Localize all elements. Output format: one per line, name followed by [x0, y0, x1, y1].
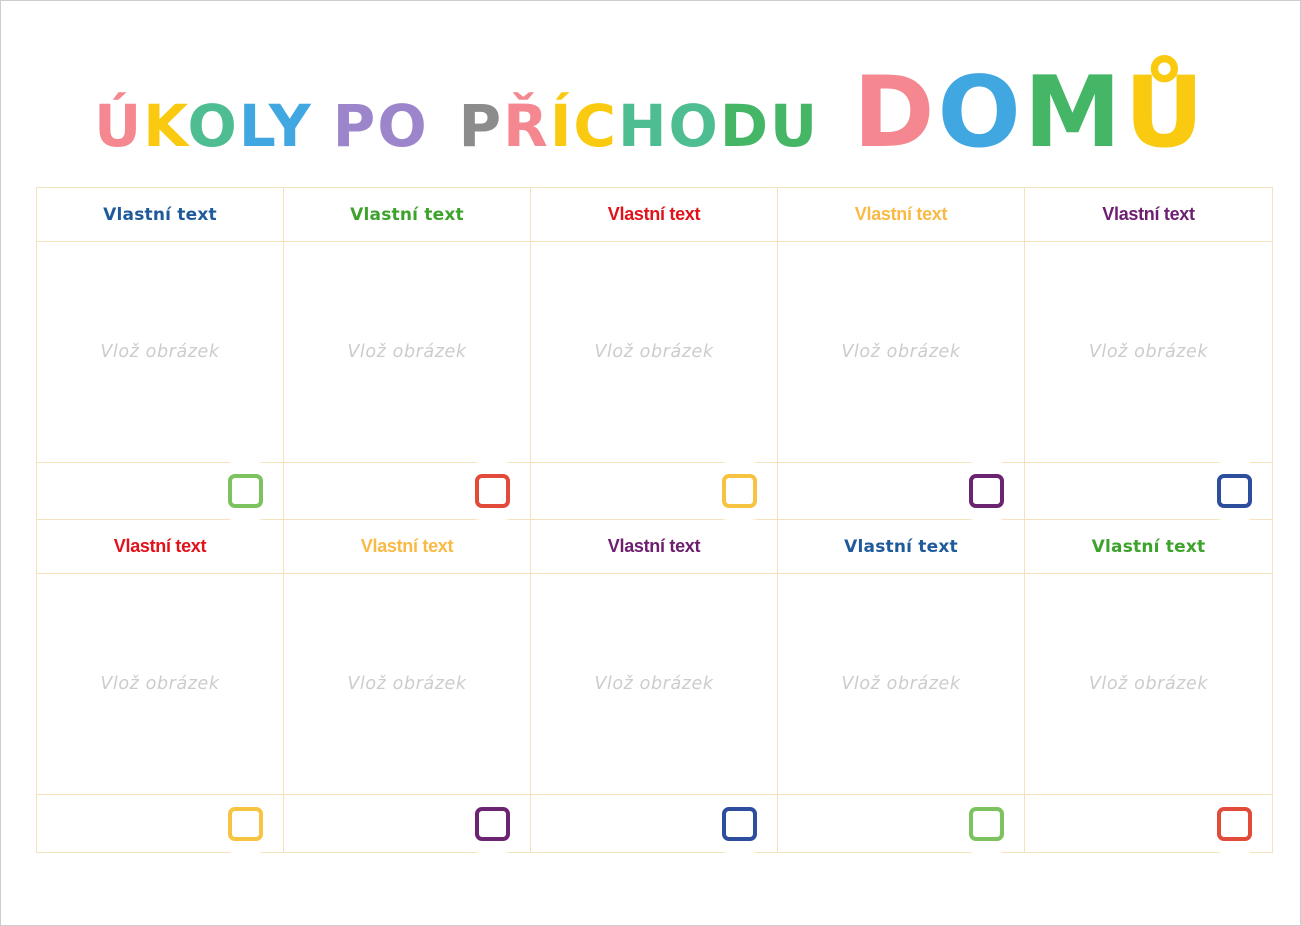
image-placeholder-text: Vlož obrázek: [841, 342, 961, 362]
checkbox[interactable]: [228, 806, 263, 841]
cell-title-text[interactable]: Vlastní text: [113, 536, 207, 556]
cell-header: Vlastní text: [284, 188, 530, 242]
cell-header: Vlastní text: [778, 520, 1024, 574]
task-cell: Vlastní text Vlož obrázek: [37, 520, 284, 852]
task-cell: Vlastní text Vlož obrázek: [1025, 520, 1272, 852]
title-letter: O: [377, 92, 429, 160]
checkbox[interactable]: [722, 806, 757, 841]
cell-header: Vlastní text: [531, 520, 777, 574]
checkbox[interactable]: [1217, 474, 1252, 508]
task-cell: Vlastní text Vlož obrázek: [284, 188, 531, 520]
task-cell: Vlastní text Vlož obrázek: [284, 520, 531, 852]
cell-title-text[interactable]: Vlastní text: [607, 536, 701, 556]
image-placeholder[interactable]: Vlož obrázek: [778, 242, 1024, 463]
image-placeholder-text: Vlož obrázek: [100, 674, 220, 694]
title-letter: U: [770, 92, 820, 160]
checkbox[interactable]: [228, 474, 263, 508]
image-placeholder-text: Vlož obrázek: [347, 342, 467, 362]
image-placeholder[interactable]: Vlož obrázek: [778, 574, 1024, 795]
cell-header: Vlastní text: [284, 520, 530, 574]
title-letter: Y: [268, 92, 313, 160]
page-title: ÚKOLY PO PŘÍCHODU DOMŮ: [1, 56, 1300, 204]
title-letter: Ú: [94, 92, 144, 160]
checkbox-strip: [1025, 795, 1272, 852]
task-cell: Vlastní text Vlož obrázek: [1025, 188, 1272, 520]
checkbox[interactable]: [475, 806, 510, 841]
title-letter: O: [187, 92, 239, 160]
checkbox-strip: [531, 795, 777, 852]
title-letter: H: [617, 92, 669, 160]
task-cell: Vlastní text Vlož obrázek: [778, 188, 1025, 520]
cell-title-text[interactable]: Vlastní text: [844, 536, 958, 557]
checkbox-strip: [1025, 463, 1272, 520]
checkbox-strip: [778, 463, 1024, 520]
title-letter: O: [937, 56, 1024, 170]
cell-title-text[interactable]: Vlastní text: [360, 536, 454, 556]
cell-title-text[interactable]: Vlastní text: [1091, 536, 1206, 557]
cell-title-text[interactable]: Vlastní text: [103, 204, 217, 225]
title-letter: L: [238, 92, 269, 160]
image-placeholder-text: Vlož obrázek: [594, 342, 714, 362]
checkbox[interactable]: [475, 474, 510, 508]
title-letter: P: [458, 92, 504, 160]
image-placeholder[interactable]: Vlož obrázek: [1025, 574, 1272, 795]
cell-header: Vlastní text: [778, 188, 1024, 242]
task-cell: Vlastní text Vlož obrázek: [37, 188, 284, 520]
task-cell: Vlastní text Vlož obrázek: [531, 520, 778, 852]
title-letter: C: [573, 92, 618, 160]
task-cell: Vlastní text Vlož obrázek: [531, 188, 778, 520]
title-letter: P: [332, 92, 378, 160]
image-placeholder-text: Vlož obrázek: [594, 674, 714, 694]
checkbox[interactable]: [722, 474, 757, 508]
title-letter: Ř: [503, 92, 550, 160]
image-placeholder[interactable]: Vlož obrázek: [284, 242, 530, 463]
checkbox[interactable]: [969, 806, 1004, 841]
checkbox[interactable]: [969, 474, 1004, 508]
checkbox-strip: [37, 795, 283, 852]
image-placeholder[interactable]: Vlož obrázek: [531, 574, 777, 795]
checkbox-strip: [284, 463, 530, 520]
cell-header: Vlastní text: [37, 188, 283, 242]
cell-title-text[interactable]: Vlastní text: [854, 204, 948, 224]
cell-header: Vlastní text: [37, 520, 283, 574]
image-placeholder[interactable]: Vlož obrázek: [531, 242, 777, 463]
checkbox-strip: [531, 463, 777, 520]
title-letter: D: [853, 56, 938, 170]
task-cell: Vlastní text Vlož obrázek: [778, 520, 1025, 852]
cell-header: Vlastní text: [1025, 520, 1272, 574]
cell-title-text[interactable]: Vlastní text: [350, 204, 464, 225]
checkbox-strip: [284, 795, 530, 852]
image-placeholder[interactable]: Vlož obrázek: [37, 574, 283, 795]
title-letter: D: [719, 92, 770, 160]
image-placeholder-text: Vlož obrázek: [100, 342, 220, 362]
checkbox[interactable]: [1217, 806, 1252, 841]
cell-header: Vlastní text: [531, 188, 777, 242]
cell-title-text[interactable]: Vlastní text: [607, 204, 701, 224]
checkbox-strip: [37, 463, 283, 520]
image-placeholder[interactable]: Vlož obrázek: [284, 574, 530, 795]
title-letter: O: [668, 92, 720, 160]
image-placeholder-text: Vlož obrázek: [841, 674, 961, 694]
title-letter: M: [1023, 56, 1125, 170]
cell-title-text[interactable]: Vlastní text: [1102, 204, 1195, 224]
image-placeholder-text: Vlož obrázek: [1088, 674, 1209, 694]
cell-header: Vlastní text: [1025, 188, 1272, 242]
title-letter: Í: [549, 92, 574, 160]
image-placeholder[interactable]: Vlož obrázek: [1025, 242, 1272, 463]
image-placeholder-text: Vlož obrázek: [1088, 342, 1209, 362]
title-letter: Ů: [1124, 56, 1207, 170]
title-letter: K: [143, 92, 188, 160]
image-placeholder-text: Vlož obrázek: [347, 674, 467, 694]
task-grid: Vlastní text Vlož obrázek Vlastní text V…: [36, 187, 1273, 853]
checkbox-strip: [778, 795, 1024, 852]
image-placeholder[interactable]: Vlož obrázek: [37, 242, 283, 463]
